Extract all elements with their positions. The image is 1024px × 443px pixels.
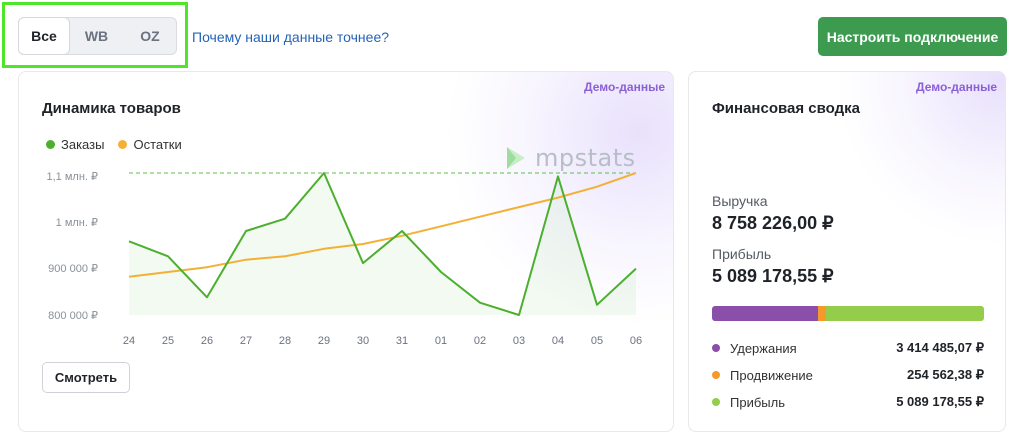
selection-highlight xyxy=(2,2,188,68)
y-tick-label: 1,1 млн. ₽ xyxy=(46,171,98,183)
breakdown-row-promotion: Продвижение 254 562,38 ₽ xyxy=(712,367,984,383)
breakdown-label: Удержания xyxy=(730,340,797,356)
legend-dot xyxy=(712,344,720,352)
profit-value: 5 089 178,55 ₽ xyxy=(712,266,834,286)
x-tick-label: 31 xyxy=(396,335,408,347)
x-tick-label: 30 xyxy=(357,335,369,347)
legend-dot xyxy=(118,140,128,149)
legend-item-orders[interactable]: Заказы xyxy=(46,137,104,152)
x-tick-label: 29 xyxy=(318,335,330,347)
legend-label: Остатки xyxy=(133,137,182,152)
bar-segment xyxy=(712,306,819,321)
x-tick-label: 01 xyxy=(435,335,447,347)
card-glow xyxy=(839,72,1005,242)
legend-dot xyxy=(46,140,55,149)
y-tick-label: 800 000 ₽ xyxy=(48,310,98,322)
x-tick-label: 26 xyxy=(201,335,213,347)
configure-connection-button[interactable]: Настроить подключение xyxy=(818,17,1007,56)
x-tick-label: 25 xyxy=(162,335,174,347)
card-title: Финансовая сводка xyxy=(712,100,860,117)
x-tick-label: 27 xyxy=(240,335,252,347)
bar-segment xyxy=(818,306,826,321)
financial-summary-card: Демо-данные Финансовая сводка Выручка 8 … xyxy=(688,71,1006,432)
breakdown-row-deductions: Удержания 3 414 485,07 ₽ xyxy=(712,340,984,356)
legend-label: Заказы xyxy=(61,137,105,152)
x-tick-label: 05 xyxy=(591,335,603,347)
y-tick-label: 1 млн. ₽ xyxy=(56,217,98,229)
watermark-text: mpstats xyxy=(535,144,636,172)
chart-legend: Заказы Остатки xyxy=(46,137,182,152)
marketplace-tabs: Все WB OZ xyxy=(18,17,177,55)
goods-dynamics-card: Демо-данные Динамика товаров Заказы Оста… xyxy=(18,71,674,432)
x-tick-label: 02 xyxy=(474,335,486,347)
series-line-orders xyxy=(128,172,637,316)
why-data-accurate-link[interactable]: Почему наши данные точнее? xyxy=(192,29,390,45)
x-tick-label: 06 xyxy=(630,335,642,347)
x-tick-label: 28 xyxy=(279,335,291,347)
revenue-value: 8 758 226,00 ₽ xyxy=(712,213,834,233)
breakdown-label: Прибыль xyxy=(730,394,785,410)
mpstats-watermark: mpstats xyxy=(503,144,636,172)
tab-all[interactable]: Все xyxy=(19,18,69,54)
legend-item-stock[interactable]: Остатки xyxy=(118,137,182,152)
view-button[interactable]: Смотреть xyxy=(42,362,130,393)
profit-label: Прибыль xyxy=(712,246,772,262)
demo-badge: Демо-данные xyxy=(584,80,665,94)
legend-dot xyxy=(712,371,720,379)
mpstats-logo-icon xyxy=(507,147,525,169)
orders-area xyxy=(129,173,636,315)
tab-oz[interactable]: OZ xyxy=(140,28,160,44)
tab-wb[interactable]: WB xyxy=(84,28,109,44)
breakdown-row-profit: Прибыль 5 089 178,55 ₽ xyxy=(712,394,984,410)
breakdown-amount: 254 562,38 ₽ xyxy=(907,367,984,382)
demo-badge: Демо-данные xyxy=(916,80,997,94)
breakdown-amount: 5 089 178,55 ₽ xyxy=(896,394,984,409)
x-tick-label: 03 xyxy=(513,335,525,347)
revenue-label: Выручка xyxy=(712,193,768,209)
breakdown-label: Продвижение xyxy=(730,367,813,383)
legend-dot xyxy=(712,398,720,406)
breakdown-amount: 3 414 485,07 ₽ xyxy=(896,340,984,355)
card-title: Динамика товаров xyxy=(42,100,181,117)
y-tick-label: 900 000 ₽ xyxy=(48,263,98,275)
finance-breakdown-bar xyxy=(712,306,984,321)
x-tick-label: 24 xyxy=(123,335,135,347)
x-tick-label: 04 xyxy=(552,335,564,347)
bar-segment xyxy=(825,306,984,321)
goods-line-chart: 800 000 ₽ 900 000 ₽ 1 млн. ₽ 1,1 млн. ₽ 24 25… xyxy=(46,171,642,347)
